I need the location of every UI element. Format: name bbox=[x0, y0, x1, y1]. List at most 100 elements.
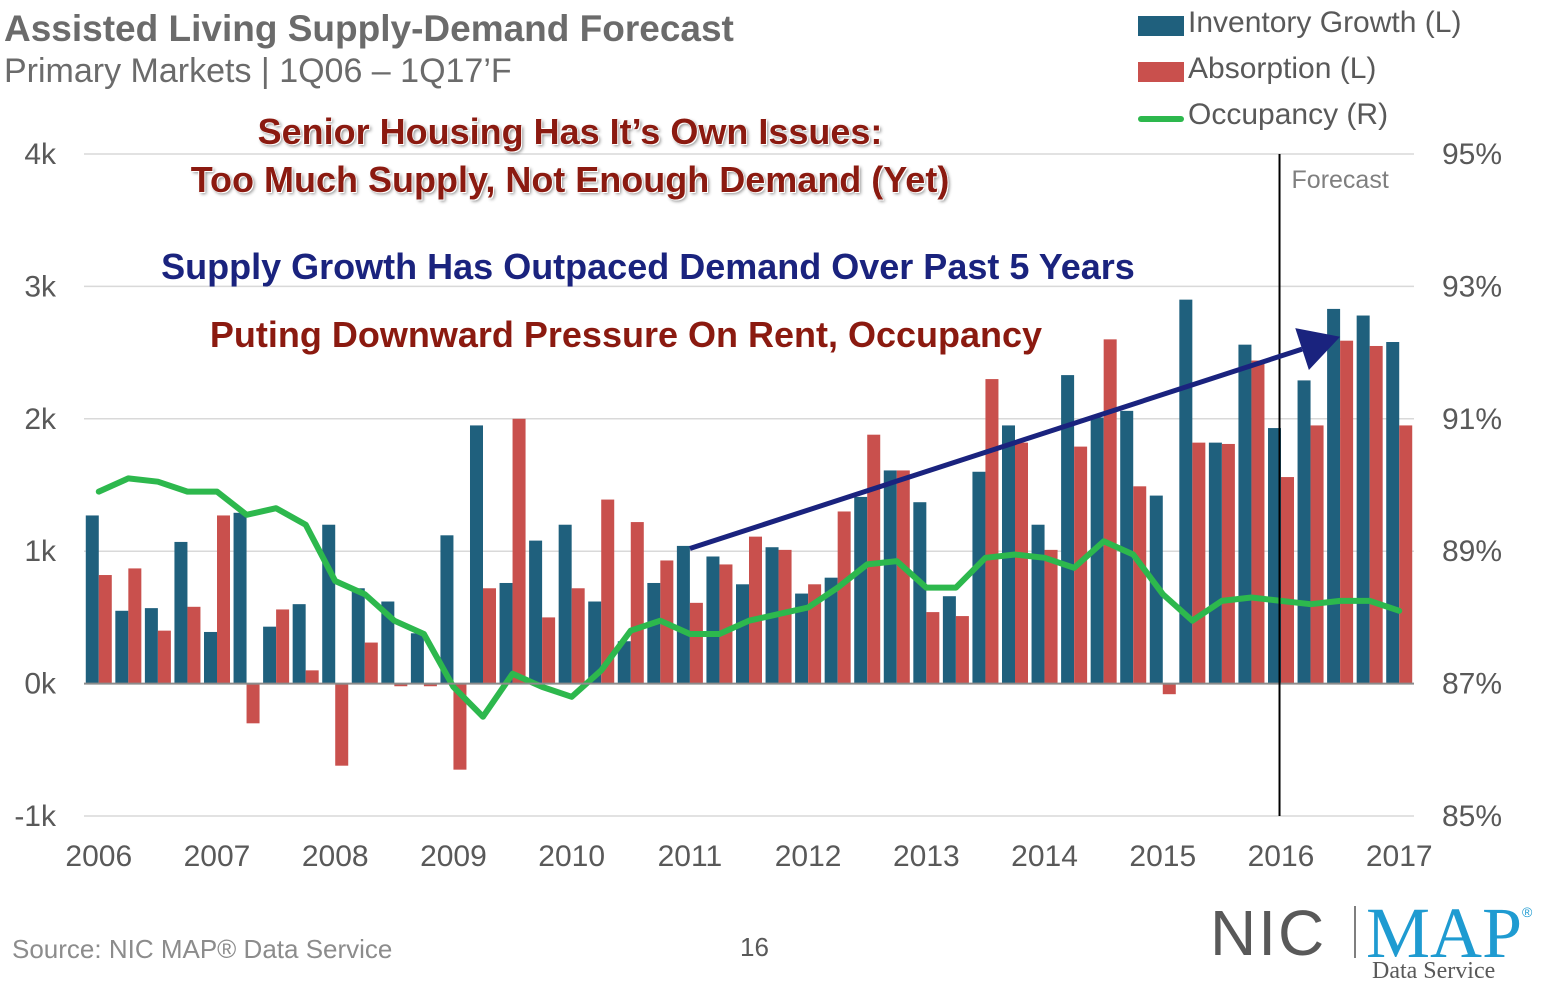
absorption-bar bbox=[453, 683, 467, 770]
nic-map-logo: NIC MAP ® Data Service bbox=[1210, 893, 1540, 986]
inventory-bar bbox=[351, 588, 365, 684]
absorption-bar bbox=[1133, 486, 1147, 684]
headline-line-2: Too Much Supply, Not Enough Demand (Yet) bbox=[190, 159, 950, 200]
inventory-bar bbox=[1327, 308, 1341, 684]
absorption-bar bbox=[1251, 360, 1265, 684]
inventory-bar bbox=[233, 512, 247, 684]
inventory-bar bbox=[1297, 380, 1311, 684]
inventory-bar bbox=[1208, 442, 1222, 684]
absorption-bar bbox=[1369, 345, 1383, 684]
y-left-tick-label: 4k bbox=[24, 138, 57, 171]
inventory-bar bbox=[558, 524, 572, 684]
absorption-bar bbox=[1281, 477, 1295, 684]
inventory-bar bbox=[85, 515, 99, 684]
y-right-tick-label: 93% bbox=[1442, 270, 1502, 303]
inventory-bar bbox=[854, 496, 868, 684]
absorption-bar bbox=[246, 683, 260, 724]
absorption-bar bbox=[98, 575, 112, 684]
x-tick-label: 2011 bbox=[658, 840, 723, 873]
y-left-tick-label: 2k bbox=[24, 403, 57, 436]
inventory-bar bbox=[883, 470, 897, 684]
inventory-bar bbox=[499, 582, 513, 684]
inventory-bar bbox=[174, 541, 188, 684]
y-right-tick-label: 95% bbox=[1442, 138, 1502, 171]
absorption-bar bbox=[1310, 425, 1324, 684]
absorption-bar bbox=[305, 670, 319, 684]
inventory-bar bbox=[795, 593, 809, 684]
inventory-bar bbox=[617, 641, 631, 684]
absorption-bar bbox=[187, 606, 201, 684]
absorption-bar bbox=[630, 522, 644, 684]
inventory-bar bbox=[1120, 410, 1134, 684]
absorption-bar bbox=[1340, 340, 1354, 684]
inventory-bar bbox=[706, 556, 720, 684]
inventory-bar bbox=[529, 540, 543, 684]
trend-arrow-shaft bbox=[689, 346, 1303, 551]
absorption-bar bbox=[1221, 443, 1235, 684]
inventory-bar bbox=[292, 604, 306, 684]
x-tick-label: 2014 bbox=[1011, 840, 1078, 873]
absorption-bar bbox=[926, 612, 940, 684]
inventory-bar bbox=[972, 471, 986, 684]
inventory-bar bbox=[440, 535, 454, 684]
logo-nic-text: NIC bbox=[1210, 897, 1327, 969]
absorption-bar bbox=[483, 588, 497, 684]
absorption-bar bbox=[217, 515, 231, 684]
absorption-bar bbox=[955, 616, 969, 684]
headline-supply-growth: Supply Growth Has Outpaced Demand Over P… bbox=[161, 246, 1135, 287]
inventory-bar bbox=[1356, 315, 1370, 684]
absorption-bar bbox=[1192, 442, 1206, 684]
axes: -1k 0k 1k 2k 3k 4k 85% 87% 89% 91% 93% 95% 2006 2007 2… bbox=[14, 138, 1502, 873]
absorption-bar bbox=[335, 683, 349, 766]
x-tick-label: 2008 bbox=[302, 840, 369, 873]
source-note: Source: NIC MAP® Data Service bbox=[12, 934, 393, 964]
legend-swatch-occupancy bbox=[1138, 116, 1184, 122]
logo-map-text: MAP bbox=[1366, 893, 1523, 973]
inventory-bar bbox=[735, 584, 749, 684]
inventory-bar bbox=[1061, 375, 1075, 684]
inventory-bar bbox=[588, 601, 602, 684]
headline-line-1: Senior Housing Has It’s Own Issues: bbox=[257, 111, 883, 152]
legend-swatch-inventory bbox=[1138, 16, 1184, 36]
absorption-bar bbox=[571, 588, 585, 684]
inventory-bar bbox=[263, 626, 277, 684]
inventory-bar bbox=[1386, 342, 1400, 684]
x-tick-label: 2015 bbox=[1129, 840, 1196, 873]
absorption-bar bbox=[749, 536, 763, 684]
absorption-bar bbox=[364, 642, 378, 684]
legend-swatch-absorption bbox=[1138, 62, 1184, 82]
inventory-bar bbox=[1267, 428, 1281, 684]
absorption-bar bbox=[276, 609, 290, 684]
absorption-bar bbox=[719, 564, 733, 684]
trend-arrow-head bbox=[1295, 328, 1341, 371]
inventory-bar bbox=[1031, 524, 1045, 684]
annotations: Forecast bbox=[689, 154, 1389, 816]
bar-series bbox=[85, 299, 1413, 770]
inventory-bar bbox=[647, 582, 661, 684]
absorption-bar bbox=[1162, 683, 1176, 695]
absorption-bar bbox=[1399, 425, 1413, 684]
inventory-bar bbox=[913, 502, 927, 684]
x-tick-label: 2012 bbox=[775, 840, 842, 873]
absorption-bar bbox=[1044, 549, 1058, 684]
absorption-bar bbox=[601, 499, 615, 684]
absorption-bar bbox=[512, 418, 526, 684]
inventory-bar bbox=[410, 633, 424, 684]
y-left-tick-label: 0k bbox=[24, 668, 57, 701]
legend-label-occupancy: Occupancy (R) bbox=[1188, 98, 1389, 131]
absorption-bar bbox=[837, 511, 851, 684]
logo-separator bbox=[1354, 906, 1356, 958]
y-right-tick-label: 89% bbox=[1442, 535, 1502, 568]
x-tick-label: 2010 bbox=[538, 840, 605, 873]
x-tick-label: 2013 bbox=[893, 840, 960, 873]
occupancy-line bbox=[95, 475, 1403, 720]
inventory-bar bbox=[115, 610, 129, 684]
inventory-bar bbox=[1238, 344, 1252, 684]
x-tick-label: 2017 bbox=[1366, 840, 1433, 873]
x-tick-label: 2016 bbox=[1248, 840, 1315, 873]
absorption-bar bbox=[867, 434, 881, 684]
legend-label-inventory: Inventory Growth (L) bbox=[1188, 6, 1462, 39]
inventory-bar bbox=[144, 608, 158, 684]
inventory-bar bbox=[381, 601, 395, 684]
